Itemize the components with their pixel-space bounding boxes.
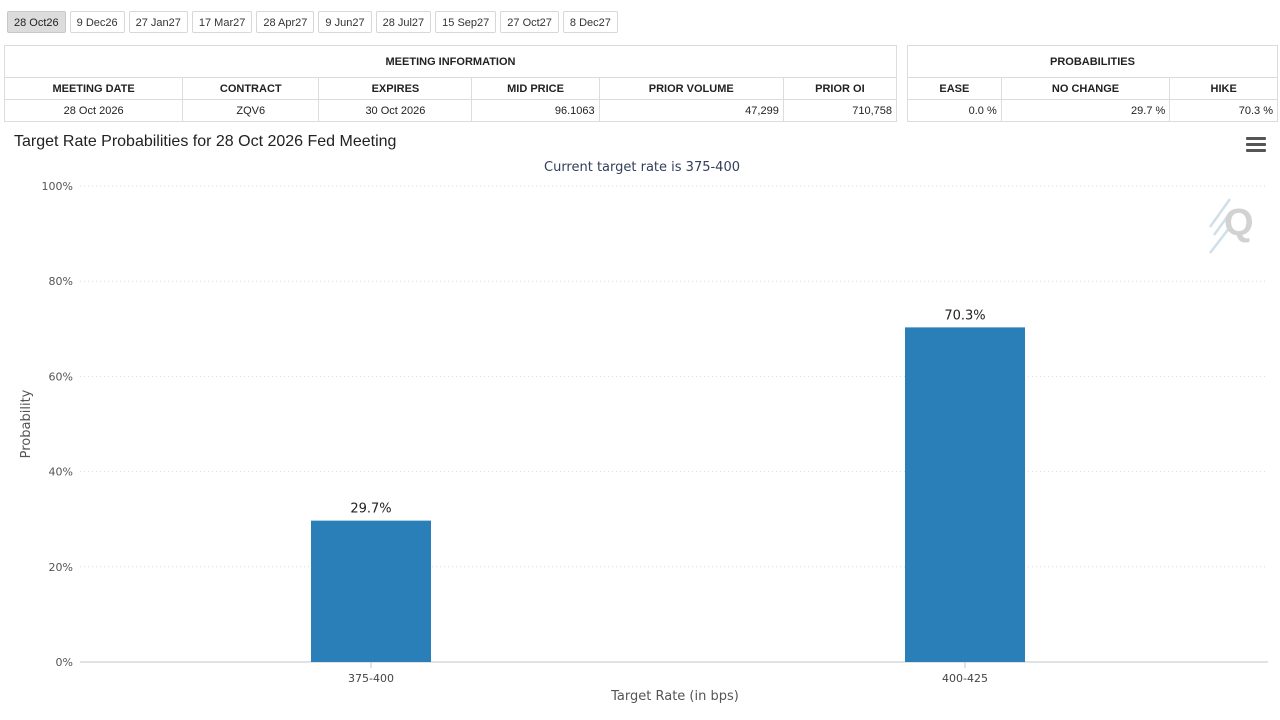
y-tick-label: 60% — [49, 370, 73, 383]
col-contract: CONTRACT — [182, 77, 320, 100]
meeting-date-value: 28 Oct 2026 — [3, 99, 184, 122]
ease-value: 0.0 % — [907, 99, 1002, 122]
prior-volume-value: 47,299 — [598, 99, 784, 122]
svg-text:Q: Q — [1224, 202, 1254, 244]
col-no-change: NO CHANGE — [1000, 77, 1171, 100]
tab-8-dec27[interactable]: 8 Dec27 — [562, 11, 618, 33]
y-tick-label: 100% — [42, 180, 73, 193]
mid-price-value: 96.1063 — [471, 99, 600, 122]
tab-27-jan27[interactable]: 27 Jan27 — [128, 11, 188, 33]
col-prior-oi: PRIOR OI — [782, 77, 898, 100]
table-row: 0.0 % 29.7 % 70.3 % — [907, 99, 1278, 122]
x-tick-label: 375-400 — [348, 672, 394, 685]
hike-value: 70.3 % — [1169, 99, 1278, 122]
tab-27-oct27[interactable]: 27 Oct27 — [500, 11, 559, 33]
probabilities-table: PROBABILITIES EASE NO CHANGE HIKE 0.0 % … — [907, 45, 1278, 122]
probabilities-header: PROBABILITIES — [907, 45, 1278, 78]
tab-15-sep27[interactable]: 15 Sep27 — [435, 11, 497, 33]
contract-value: ZQV6 — [182, 99, 320, 122]
bar-400-425 — [905, 327, 1025, 662]
chart-subtitle: Current target rate is 375-400 — [544, 160, 740, 175]
col-hike: HIKE — [1169, 77, 1278, 100]
tab-28-oct26[interactable]: 28 Oct26 — [7, 11, 66, 33]
tab-9-jun27[interactable]: 9 Jun27 — [318, 11, 372, 33]
col-ease: EASE — [907, 77, 1002, 100]
col-mid-price: MID PRICE — [471, 77, 600, 100]
meeting-date-tabs: 28 Oct26 9 Dec26 27 Jan27 17 Mar27 28 Ap… — [7, 11, 618, 33]
data-label: 70.3% — [944, 308, 985, 323]
no-change-value: 29.7 % — [1000, 99, 1171, 122]
table-row: 28 Oct 2026 ZQV6 30 Oct 2026 96.1063 47,… — [3, 99, 898, 122]
data-label: 29.7% — [350, 502, 391, 517]
y-tick-label: 40% — [49, 466, 73, 479]
tab-9-dec26[interactable]: 9 Dec26 — [69, 11, 125, 33]
target-rate-chart: Current target rate is 375-400 0% 20% 40% 60… — [19, 160, 1268, 704]
hamburger-menu-icon[interactable] — [1246, 137, 1266, 153]
col-expires: EXPIRES — [318, 77, 473, 100]
chart-title: Target Rate Probabilities for 28 Oct 202… — [14, 133, 397, 150]
col-meeting-date: MEETING DATE — [3, 77, 184, 100]
tab-28-jul27[interactable]: 28 Jul27 — [375, 11, 432, 33]
col-prior-volume: PRIOR VOLUME — [598, 77, 784, 100]
x-tick-label: 400-425 — [942, 672, 988, 685]
prior-oi-value: 710,758 — [782, 99, 898, 122]
x-axis-title: Target Rate (in bps) — [610, 689, 739, 704]
tab-28-apr27[interactable]: 28 Apr27 — [256, 11, 315, 33]
expires-value: 30 Oct 2026 — [318, 99, 473, 122]
meeting-information-table: MEETING INFORMATION MEETING DATE CONTRAC… — [3, 45, 898, 122]
bar-375-400 — [311, 520, 431, 662]
y-tick-label: 20% — [49, 561, 73, 574]
y-tick-label: 80% — [49, 275, 73, 288]
q-logo-icon: Q — [1208, 198, 1254, 254]
meeting-information-header: MEETING INFORMATION — [4, 45, 897, 78]
y-axis-title: Probability — [19, 389, 34, 458]
tab-17-mar27[interactable]: 17 Mar27 — [191, 11, 253, 33]
y-tick-label: 0% — [56, 656, 73, 669]
